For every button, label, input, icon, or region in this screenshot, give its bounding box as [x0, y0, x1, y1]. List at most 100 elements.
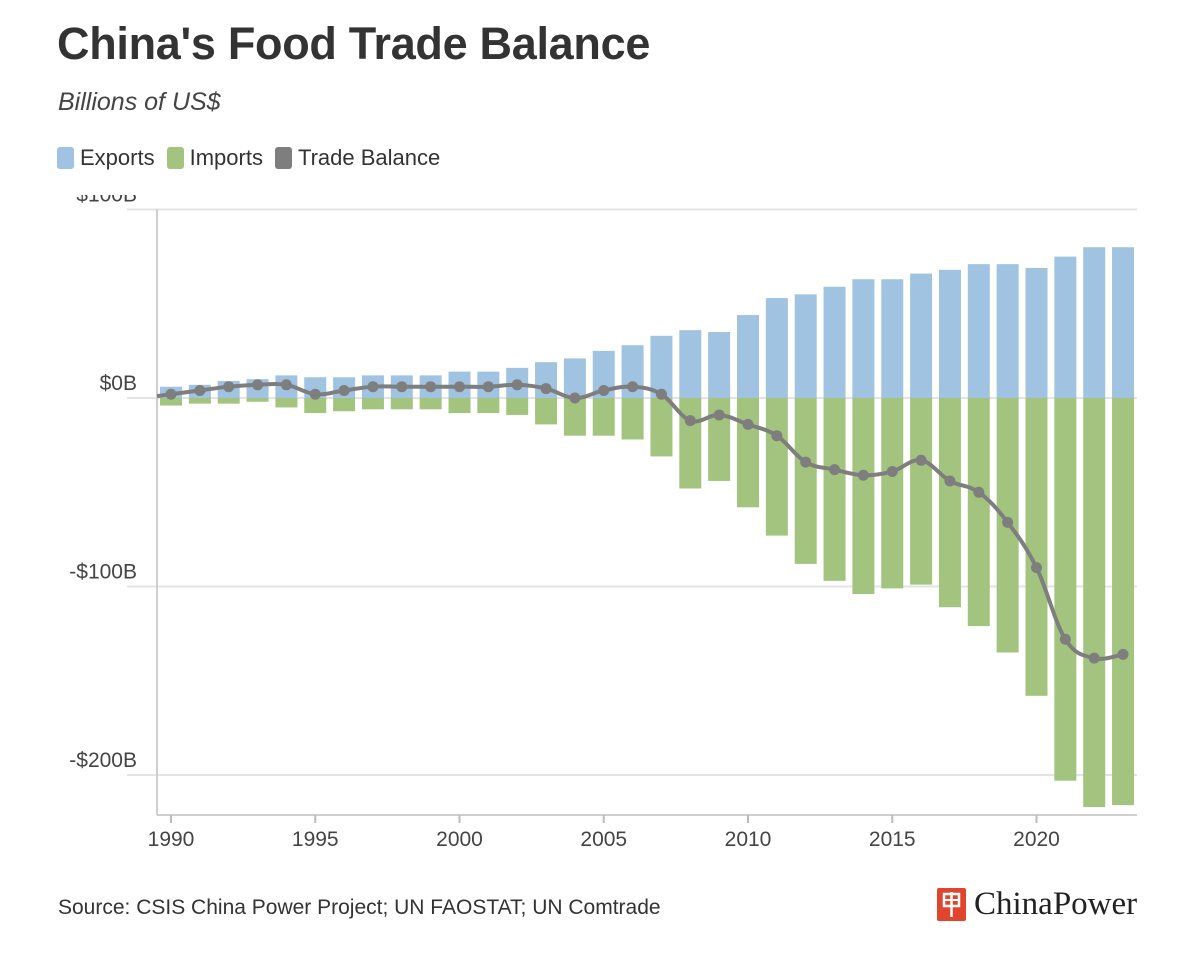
export-bar: [852, 279, 875, 398]
import-bar: [1025, 398, 1048, 696]
legend-label-exports: Exports: [80, 145, 155, 170]
export-bar: [679, 330, 702, 398]
import-bar: [390, 398, 413, 410]
trade-balance-point: [569, 392, 581, 404]
import-bar: [160, 398, 182, 406]
chart-title: China's Food Trade Balance: [57, 18, 651, 69]
export-bar: [938, 269, 961, 398]
trade-balance-point: [367, 381, 379, 393]
legend: Exports Imports Trade Balance: [57, 145, 452, 171]
import-bar: [1112, 398, 1135, 806]
export-bar: [765, 298, 788, 398]
trade-balance-point: [511, 379, 523, 391]
import-bar: [217, 398, 240, 404]
import-bar: [304, 398, 327, 414]
import-bar: [823, 398, 846, 581]
export-bar: [1054, 256, 1077, 398]
trade-balance-point: [252, 379, 264, 391]
y-tick-label: -$200B: [69, 749, 137, 772]
trade-balance-point: [627, 381, 639, 393]
import-bar: [246, 398, 269, 402]
import-bar: [506, 398, 529, 415]
china-power-logo-icon: [937, 888, 966, 921]
trade-balance-point: [165, 388, 177, 400]
trade-balance-point: [655, 388, 667, 400]
x-tick-label: 2000: [436, 828, 483, 851]
export-bar: [1025, 267, 1048, 398]
import-bar: [708, 398, 731, 481]
trade-balance-point: [742, 418, 754, 430]
export-bar: [910, 273, 933, 398]
chart-plot: $100B $0B -$100B -$200B 1990 1995 2000 2005 2010…: [69, 195, 1137, 851]
import-bar: [881, 398, 904, 589]
trade-balance-point: [396, 381, 408, 393]
trade-balance-point: [1002, 516, 1014, 528]
legend-label-trade-balance: Trade Balance: [297, 145, 441, 170]
export-bar: [563, 358, 586, 398]
trade-balance-point: [309, 388, 321, 400]
y-tick-label: $100B: [76, 195, 137, 207]
trade-balance-point: [944, 475, 956, 487]
export-bar: [967, 264, 990, 398]
trade-balance-point: [886, 466, 898, 478]
trade-balance-point: [713, 409, 725, 421]
trade-balance-point: [540, 383, 552, 395]
trade-balance-point: [1088, 652, 1100, 664]
import-bar: [563, 398, 586, 436]
x-tick-label: 2010: [725, 828, 772, 851]
brand-name: ChinaPower: [974, 886, 1138, 922]
import-bar: [765, 398, 788, 536]
export-bar: [1112, 247, 1135, 398]
legend-swatch-trade-balance: [274, 147, 292, 169]
legend-item-exports: Exports: [57, 145, 155, 171]
trade-balance-point: [829, 464, 841, 476]
import-bar: [419, 398, 442, 410]
export-bar: [823, 286, 846, 398]
import-bar: [621, 398, 644, 440]
export-bar: [592, 350, 615, 398]
trade-balance-point: [973, 486, 985, 498]
import-bar: [1054, 398, 1077, 781]
trade-balance-point: [223, 381, 235, 393]
trade-balance-point: [771, 430, 783, 442]
import-bar: [535, 398, 558, 425]
import-bar: [477, 398, 500, 414]
legend-swatch-exports: [57, 147, 74, 169]
trade-balance-point: [800, 456, 812, 468]
export-bar: [737, 315, 759, 398]
import-bar: [333, 398, 356, 412]
trade-balance-point: [482, 381, 494, 393]
trade-balance-point: [1117, 648, 1129, 660]
x-tick-label: 1995: [292, 828, 339, 851]
import-bar: [188, 398, 211, 404]
export-bar: [1083, 247, 1106, 398]
trade-balance-point: [598, 384, 610, 396]
import-bar: [361, 398, 384, 410]
x-tick-label: 2005: [580, 828, 627, 851]
legend-swatch-imports: [166, 147, 184, 169]
trade-balance-point: [425, 381, 437, 393]
legend-item-imports: Imports: [166, 145, 263, 171]
export-bar: [650, 335, 673, 398]
legend-item-trade-balance: Trade Balance: [274, 145, 441, 171]
trade-balance-point: [454, 381, 465, 393]
import-bar: [910, 398, 933, 585]
import-bar: [737, 398, 759, 508]
chart-subtitle: Billions of US$: [58, 88, 221, 116]
y-tick-label: $0B: [100, 372, 137, 395]
import-bar: [592, 398, 615, 436]
import-bar: [448, 398, 471, 414]
trade-balance-point: [280, 379, 292, 391]
import-bar: [938, 398, 961, 608]
import-bar: [852, 398, 875, 595]
import-bar: [1083, 398, 1106, 808]
trade-balance-point: [684, 415, 696, 427]
export-bar: [708, 332, 731, 398]
trade-balance-point: [1059, 633, 1071, 645]
export-bar: [996, 264, 1019, 398]
trade-balance-point: [194, 384, 206, 396]
x-tick-label: 2020: [1013, 828, 1060, 851]
trade-balance-point: [338, 384, 350, 396]
trade-balance-point: [1031, 562, 1042, 574]
export-bar: [881, 279, 904, 398]
